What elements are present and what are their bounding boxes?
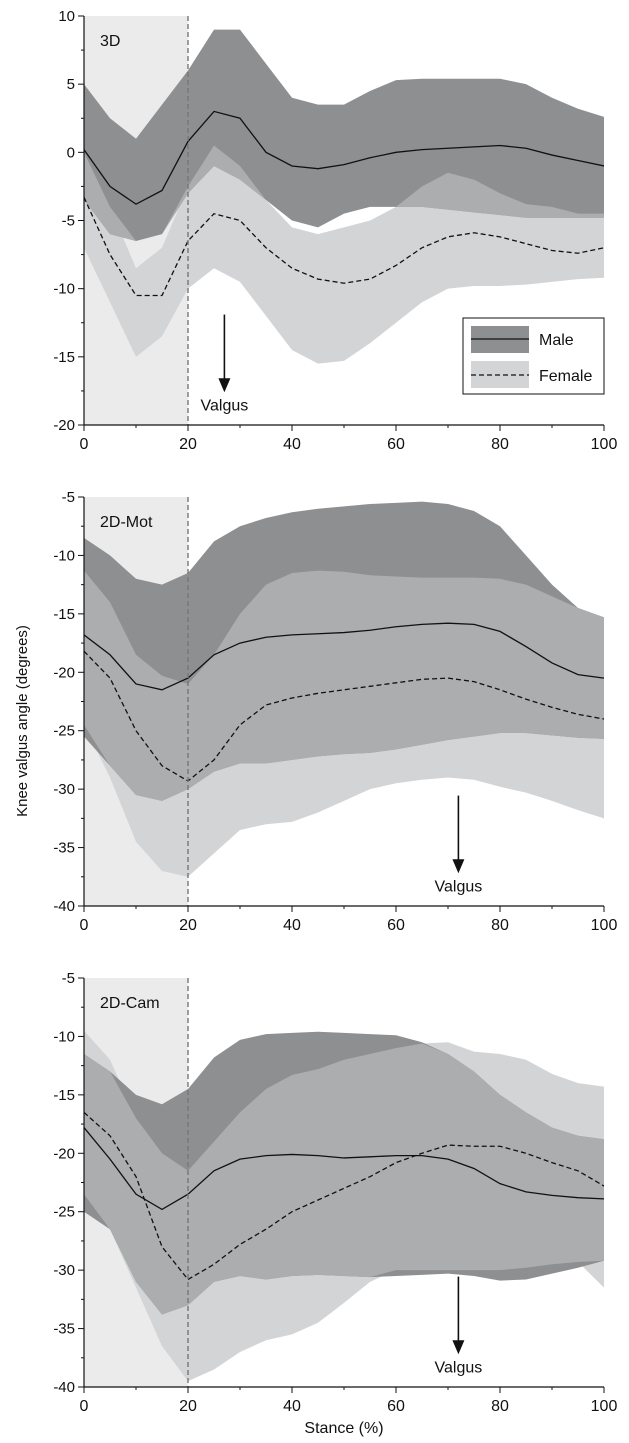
x-tick-label: 20 <box>179 436 197 453</box>
x-tick-label: 60 <box>387 917 405 934</box>
y-tick-label: -15 <box>53 606 75 623</box>
y-tick-label: -20 <box>53 417 75 434</box>
x-tick-label: 0 <box>80 917 89 934</box>
y-tick-label: -35 <box>53 1321 75 1338</box>
overlap-band <box>84 145 604 241</box>
x-tick-label: 40 <box>283 1398 301 1415</box>
bands-group <box>84 1030 604 1382</box>
x-tick-label: 20 <box>179 917 197 934</box>
y-tick-label: -10 <box>53 547 75 564</box>
y-tick-label: -35 <box>53 840 75 857</box>
overlap-band <box>84 1043 604 1315</box>
y-tick-label: -5 <box>62 970 75 987</box>
female-mean-line <box>84 197 604 297</box>
chart-panel-0: 10 5 0 -5 -10 -15 -20 0 20 40 60 80 100 3D Valgus Male F… <box>53 8 617 453</box>
x-tick-label: 100 <box>591 436 618 453</box>
y-tick-label: -5 <box>62 489 75 506</box>
y-tick-label: -20 <box>53 664 75 681</box>
x-tick-label: 80 <box>491 1398 509 1415</box>
panel-label: 2D-Mot <box>100 514 153 531</box>
x-tick-label: 0 <box>80 1398 89 1415</box>
bands-group <box>84 29 604 364</box>
x-tick-label: 20 <box>179 1398 197 1415</box>
legend: Male Female <box>462 317 605 395</box>
x-tick-label: 60 <box>387 1398 405 1415</box>
x-tick-label: 80 <box>491 917 509 934</box>
valgus-label: Valgus <box>435 878 483 895</box>
female-mean-line <box>84 1111 604 1281</box>
y-axis-label: Knee valgus angle (degrees) <box>14 625 31 817</box>
y-tick-label: -20 <box>53 1145 75 1162</box>
bands-group <box>84 501 604 877</box>
valgus-label: Valgus <box>201 397 249 414</box>
legend-male-label: Male <box>539 332 574 349</box>
y-tick-label: -40 <box>53 898 75 915</box>
y-tick-label: -15 <box>53 349 75 366</box>
x-tick-label: 60 <box>387 436 405 453</box>
male-mean-line <box>84 110 604 205</box>
chart-panel-1: -5 -10 -15 -20 -25 -30 -35 -40 0 20 40 60 80 100 2D-Mo… <box>53 489 617 934</box>
y-tick-label: 10 <box>58 8 75 25</box>
legend-female-label: Female <box>539 368 592 385</box>
panel-label: 3D <box>100 33 120 50</box>
x-axis-label: Stance (%) <box>304 1420 383 1437</box>
y-tick-label: 5 <box>67 76 75 93</box>
y-tick-label: -30 <box>53 1262 75 1279</box>
male-mean-line <box>84 622 604 691</box>
valgus-arrow-head <box>218 378 231 393</box>
x-tick-label: 40 <box>283 917 301 934</box>
x-tick-label: 100 <box>591 917 618 934</box>
y-tick-label: 0 <box>67 144 75 161</box>
y-tick-label: -10 <box>53 281 75 298</box>
x-tick-label: 40 <box>283 436 301 453</box>
y-tick-label: -25 <box>53 723 75 740</box>
valgus-arrow-head <box>452 859 465 874</box>
chart-panel-2: -5 -10 -15 -20 -25 -30 -35 -40 0 20 40 60 80 100 2D-Ca… <box>53 970 617 1415</box>
y-tick-label: -25 <box>53 1204 75 1221</box>
y-tick-label: -5 <box>62 213 75 230</box>
y-tick-label: -10 <box>53 1028 75 1045</box>
x-tick-label: 100 <box>591 1398 618 1415</box>
overlap-band <box>84 570 604 801</box>
y-tick-label: -30 <box>53 781 75 798</box>
valgus-label: Valgus <box>435 1359 483 1376</box>
x-tick-label: 80 <box>491 436 509 453</box>
x-tick-label: 0 <box>80 436 89 453</box>
male-mean-line <box>84 1127 604 1211</box>
panel-label: 2D-Cam <box>100 995 160 1012</box>
valgus-arrow-head <box>452 1340 465 1355</box>
y-tick-label: -15 <box>53 1087 75 1104</box>
y-tick-label: -40 <box>53 1379 75 1396</box>
